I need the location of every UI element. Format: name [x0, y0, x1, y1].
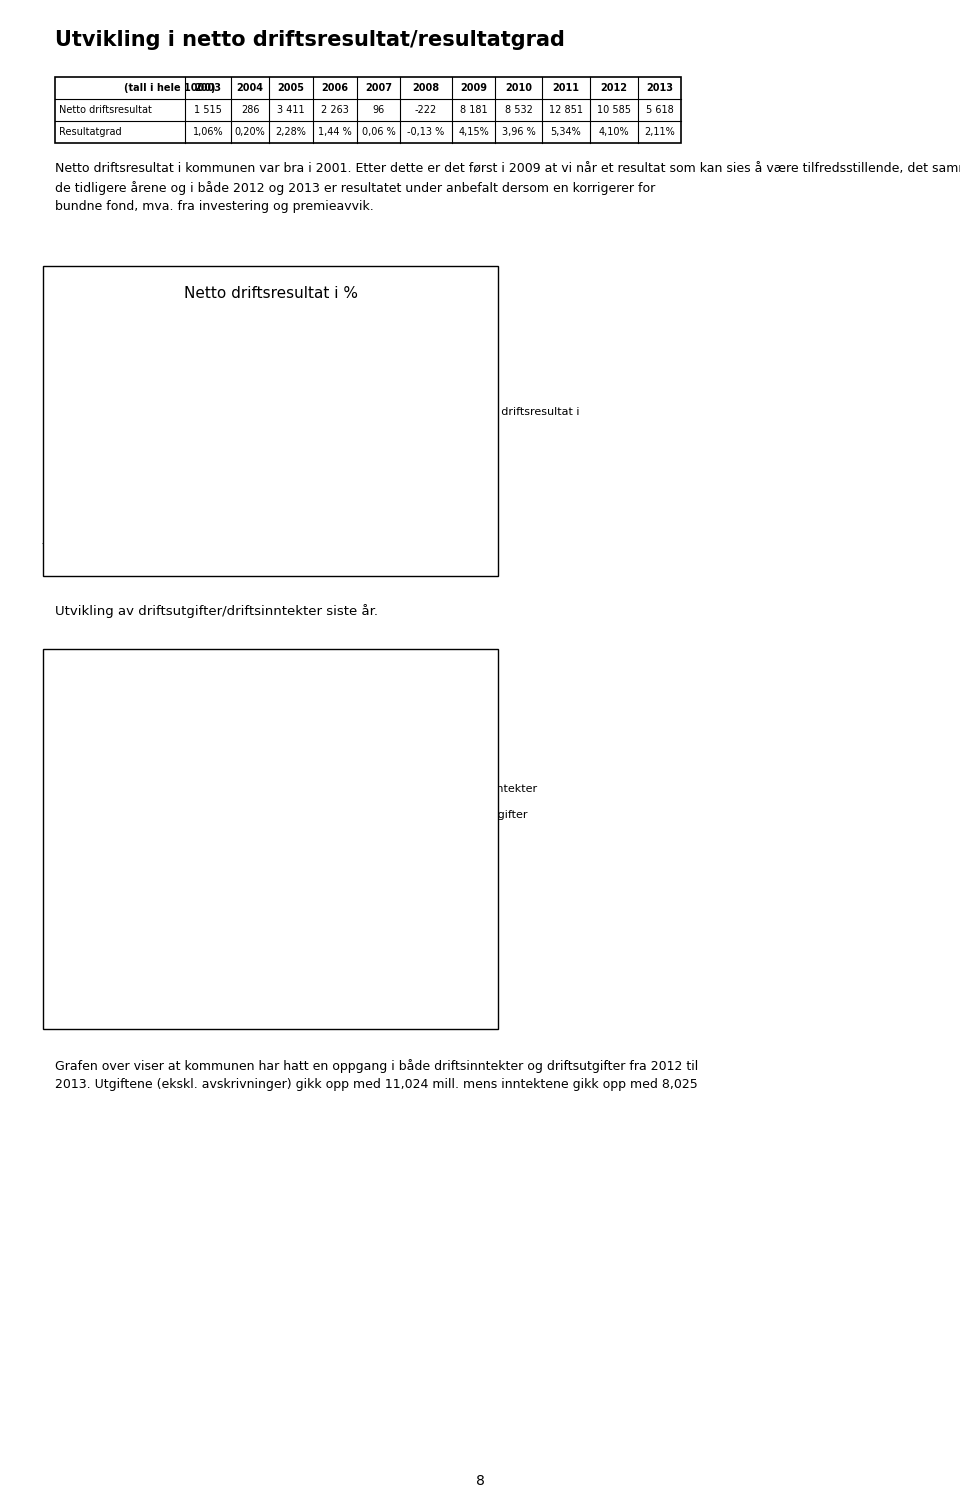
Text: -1,00: -1,00 — [41, 538, 69, 548]
Text: 8: 8 — [475, 1474, 485, 1488]
FancyBboxPatch shape — [435, 807, 450, 824]
Text: (tall i hele 1000): (tall i hele 1000) — [124, 83, 215, 93]
Text: 2007: 2007 — [365, 83, 392, 93]
Text: 3,96 %: 3,96 % — [502, 127, 536, 137]
Bar — [210, 770, 231, 994]
Text: 2008: 2008 — [413, 83, 440, 93]
Text: Utvikling 07-13: Utvikling 07-13 — [118, 544, 203, 554]
Text: 5 618: 5 618 — [646, 105, 673, 114]
Text: 2010: 2010 — [505, 83, 532, 93]
Text: Netto driftsresultat i
%: Netto driftsresultat i % — [467, 407, 579, 428]
Text: 2011: 2011 — [553, 83, 580, 93]
Text: 2003: 2003 — [195, 83, 222, 93]
FancyBboxPatch shape — [435, 782, 450, 797]
Text: 2013: 2013 — [646, 83, 673, 93]
Text: 286: 286 — [241, 105, 259, 114]
Text: 5,34%: 5,34% — [551, 127, 582, 137]
Bar — [377, 718, 398, 994]
Text: -0,13 %: -0,13 % — [407, 127, 444, 137]
Text: 2012: 2012 — [601, 83, 628, 93]
Text: Netto driftsresultat i kommunen var bra i 2001. Etter dette er det først i 2009 : Netto driftsresultat i kommunen var bra … — [55, 161, 960, 214]
Text: Grafen over viser at kommunen har hatt en oppgang i både driftsinntekter og drif: Grafen over viser at kommunen har hatt e… — [55, 1059, 698, 1092]
Text: 1 515: 1 515 — [194, 105, 222, 114]
Text: Netto driftsresultat i %: Netto driftsresultat i % — [183, 286, 357, 301]
Text: -222: -222 — [415, 105, 437, 114]
Text: 3 411: 3 411 — [277, 105, 305, 114]
Text: 1,44 %: 1,44 % — [318, 127, 352, 137]
Text: Utvikling i netto driftsresultat/resultatgrad: Utvikling i netto driftsresultat/resulta… — [55, 30, 564, 50]
Text: Utvikling av driftsutgifter/driftsinntekter siste år.: Utvikling av driftsutgifter/driftsinntek… — [55, 604, 378, 617]
Text: +: + — [320, 425, 332, 440]
Bar — [155, 786, 176, 994]
Bar — [322, 730, 343, 994]
Text: 10 585: 10 585 — [597, 105, 631, 114]
Text: 8 181: 8 181 — [460, 105, 488, 114]
Text: 1,06%: 1,06% — [193, 127, 224, 137]
Text: 2006: 2006 — [322, 83, 348, 93]
Text: Netto driftsresultat: Netto driftsresultat — [59, 105, 152, 114]
Text: 2 263: 2 263 — [321, 105, 348, 114]
Text: Driftsinntekter: Driftsinntekter — [457, 785, 538, 795]
Text: 96: 96 — [372, 105, 385, 114]
Text: 4,15%: 4,15% — [458, 127, 489, 137]
Bar — [266, 750, 287, 994]
FancyBboxPatch shape — [43, 649, 498, 1029]
Text: 2,28%: 2,28% — [276, 127, 306, 137]
Text: 12 851: 12 851 — [549, 105, 583, 114]
Text: 2004: 2004 — [236, 83, 263, 93]
Text: 0,20%: 0,20% — [234, 127, 265, 137]
Text: 2,11%: 2,11% — [644, 127, 675, 137]
Text: 2009: 2009 — [460, 83, 487, 93]
Text: Resultatgrad: Resultatgrad — [59, 127, 122, 137]
Text: Driftsutgifter: Driftsutgifter — [457, 810, 528, 821]
Bar — [133, 783, 155, 994]
Text: 8 532: 8 532 — [505, 105, 533, 114]
Bar — [245, 739, 266, 994]
Bar — [356, 711, 377, 994]
Text: 4,10%: 4,10% — [599, 127, 630, 137]
Text: 0,06 %: 0,06 % — [362, 127, 396, 137]
Text: 2005: 2005 — [277, 83, 304, 93]
Bar — [189, 765, 210, 994]
Bar — [300, 718, 322, 994]
FancyBboxPatch shape — [43, 267, 498, 575]
